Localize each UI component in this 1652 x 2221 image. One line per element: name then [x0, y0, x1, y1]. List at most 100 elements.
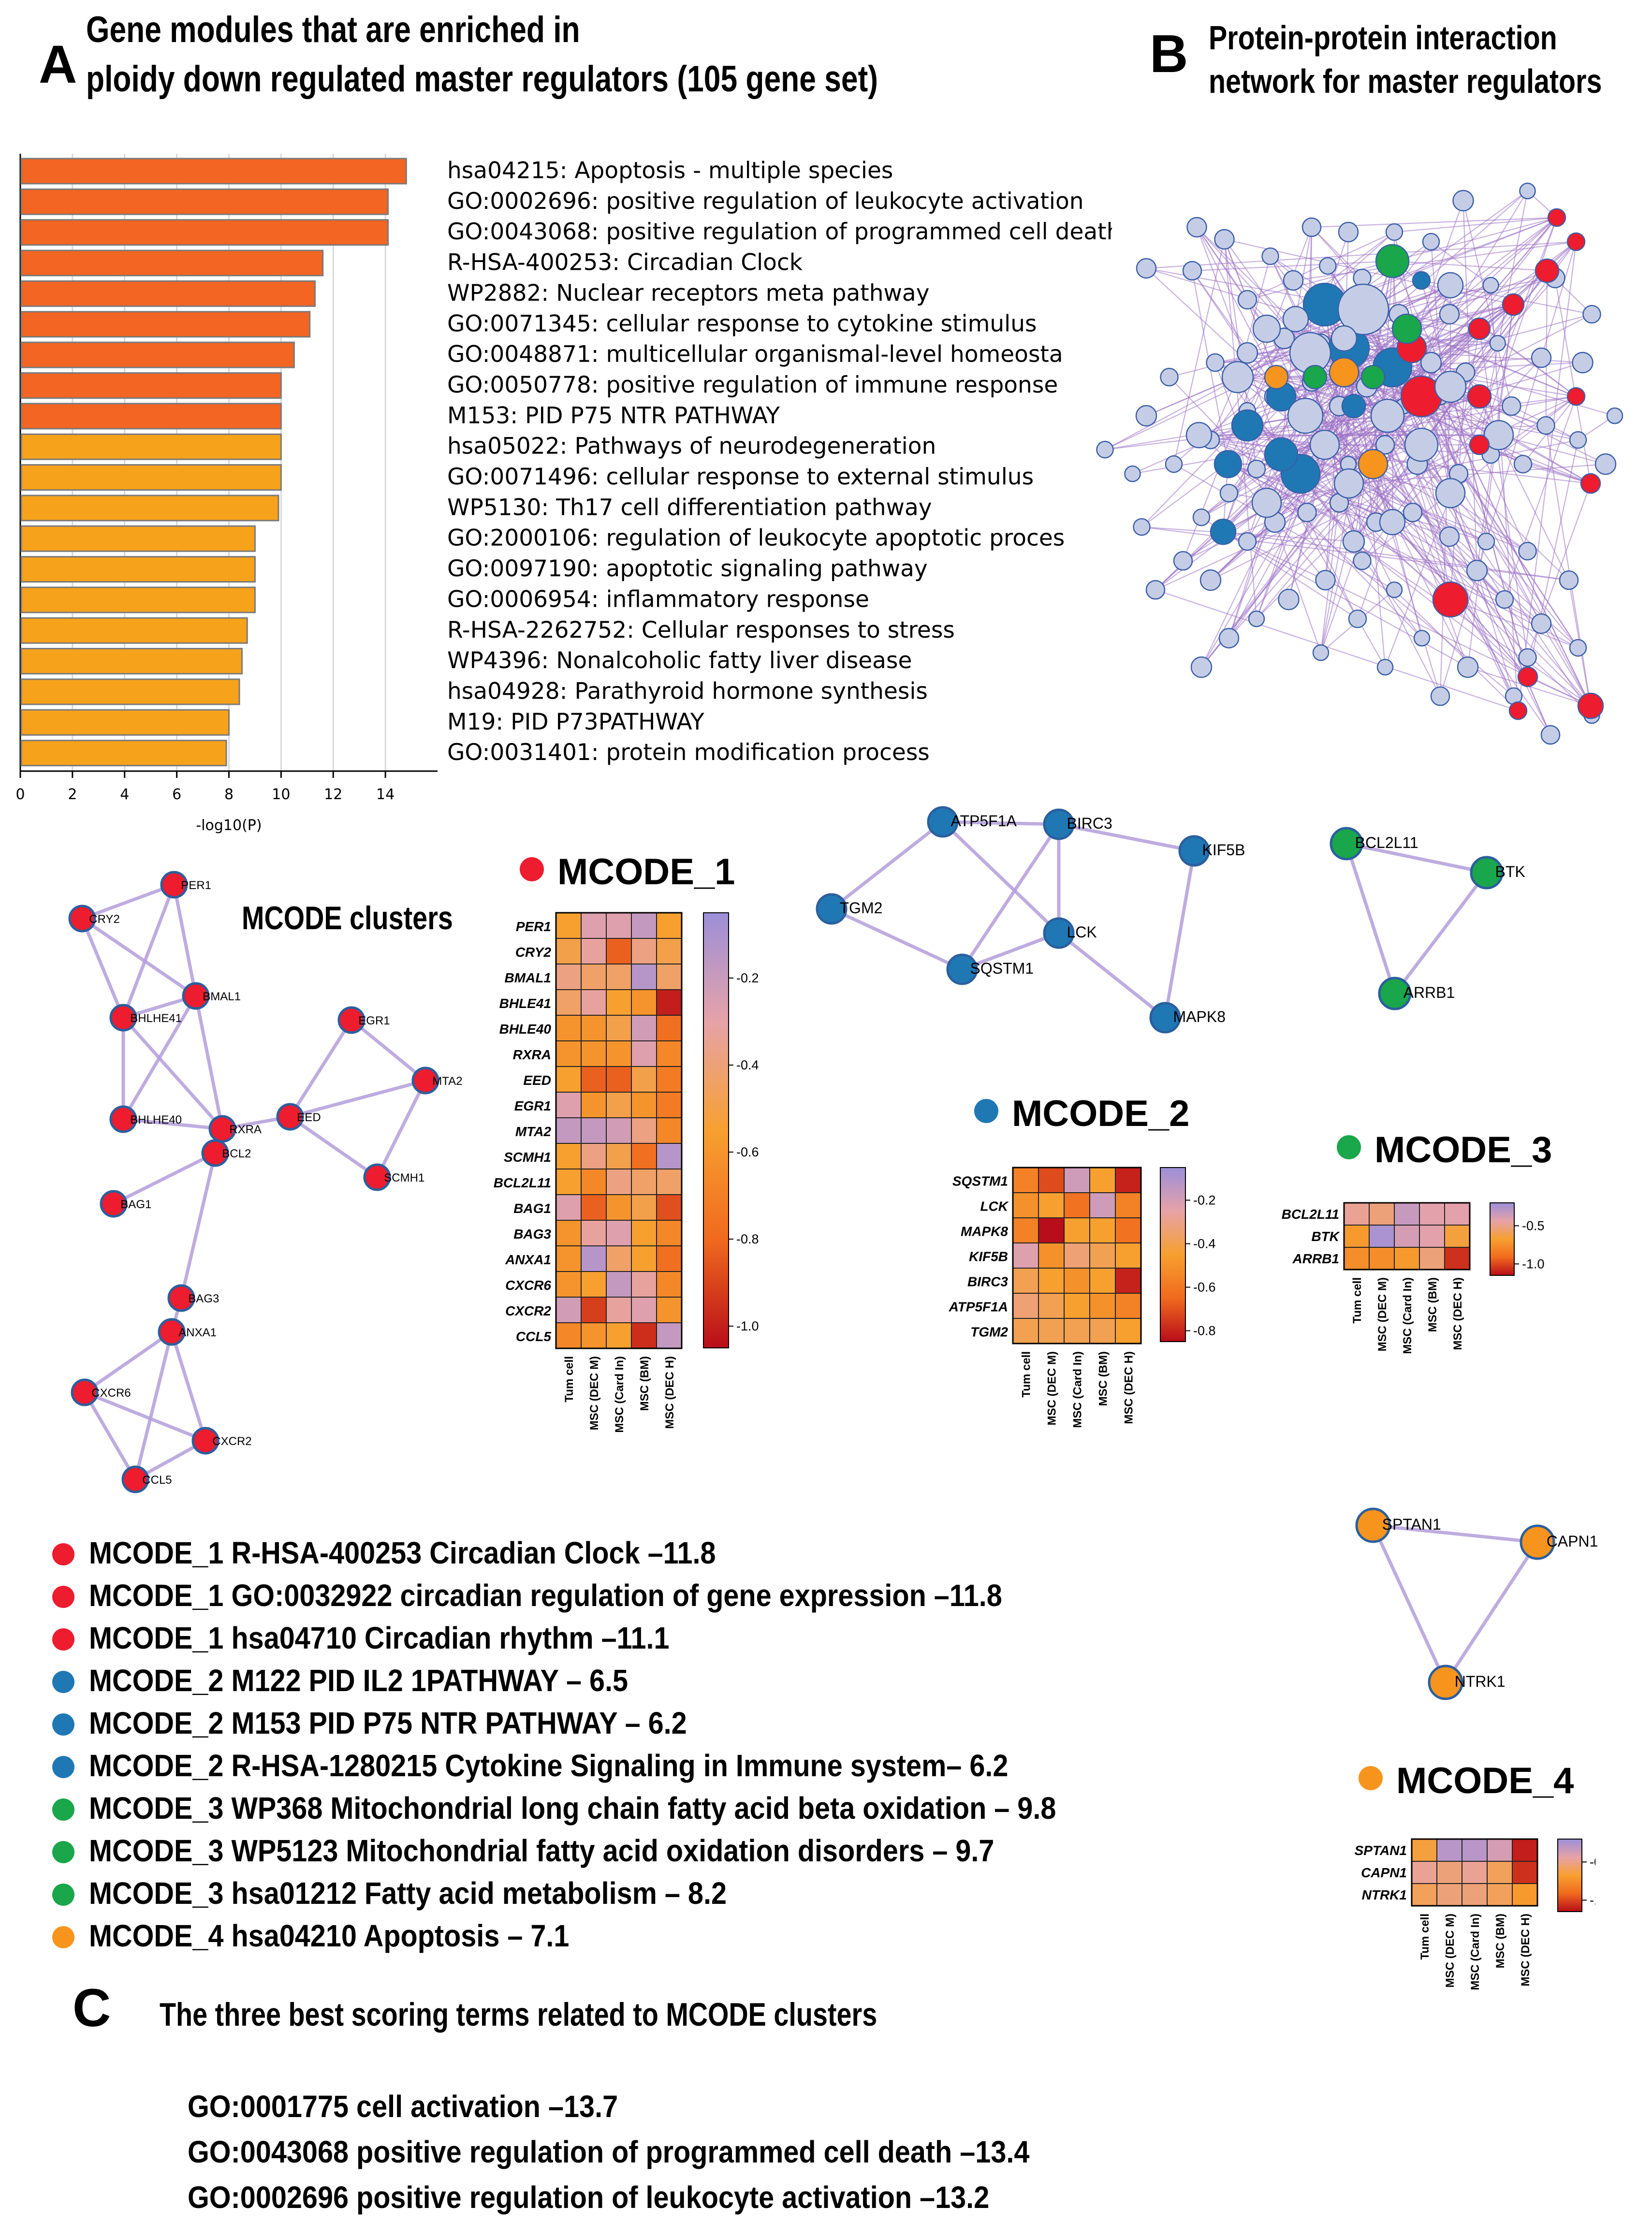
- mcode-term-text: MCODE_1 hsa04710 Circadian rhythm –11.1: [89, 1621, 670, 1655]
- heatmap-row-label: BTK: [1311, 1229, 1340, 1244]
- heatmap-cell: [606, 1271, 632, 1298]
- heatmap-row-label: BAG1: [513, 1201, 551, 1216]
- ppi-node: [1302, 365, 1328, 390]
- network-edges: [1345, 842, 1488, 995]
- network-node: [1428, 1665, 1463, 1700]
- heatmap-cell: [606, 1040, 632, 1067]
- bar-category-label: M153: PID P75 NTR PATHWAY: [447, 402, 780, 429]
- ppi-node: [1413, 629, 1431, 647]
- heatmap-cell: [581, 1220, 607, 1246]
- heatmap-cell: [1487, 1861, 1513, 1884]
- heatmap-cell: [556, 1066, 582, 1093]
- colorbar-tick-label: -0.5: [1590, 1855, 1595, 1869]
- network-edge: [122, 1016, 224, 1130]
- heatmap-cell: [581, 1271, 607, 1298]
- bar-category-label: GO:0071496: cellular response to externa…: [447, 464, 1034, 490]
- ppi-node: [1238, 532, 1257, 551]
- heatmap-cell: [556, 1092, 582, 1118]
- ppi-node: [1513, 454, 1533, 474]
- ppi-edge: [1155, 589, 1519, 712]
- x-tick-label: 2: [68, 786, 77, 803]
- network-node: [201, 1139, 229, 1167]
- heatmap-cell: [556, 964, 582, 990]
- heatmap-cell: [1369, 1202, 1395, 1226]
- network-nodes: BCL2L11 BTK ARRB1: [1330, 827, 1525, 1010]
- ppi-node: [1519, 182, 1536, 200]
- ppi-edge: [1462, 200, 1512, 407]
- heatmap-cell: [1064, 1242, 1090, 1269]
- colorbar-tick-label: -0.4: [1193, 1237, 1216, 1251]
- ppi-node: [1566, 387, 1586, 406]
- heatmap-cell: [606, 1143, 632, 1169]
- ppi-node: [1508, 701, 1528, 720]
- ppi-edge: [1295, 227, 1313, 320]
- network-node-label: EGR1: [358, 1014, 390, 1027]
- bar-category-label: GO:0031401: protein modification process: [447, 739, 930, 766]
- colorbar-tick-label: -0.8: [736, 1232, 759, 1246]
- panel-a-title-line1: Gene modules that are enriched in: [86, 9, 580, 50]
- heatmap-cell: [581, 989, 607, 1016]
- network-edges: [830, 820, 1196, 1019]
- network-edge: [123, 1117, 223, 1131]
- panel-b-title-line1: Protein-protein interaction: [1209, 19, 1557, 57]
- bar: [20, 464, 282, 491]
- colorbar-tick-label: -1.0: [1522, 1257, 1545, 1271]
- ppi-edge: [1554, 278, 1592, 484]
- ppi-node: [1160, 367, 1179, 387]
- heatmap-cell: [1115, 1242, 1141, 1269]
- ppi-node: [1606, 407, 1623, 424]
- x-axis-label: -log10(P): [196, 817, 262, 834]
- network-node: [1149, 1002, 1181, 1034]
- colorbar-tick-label: -0.4: [736, 1058, 759, 1072]
- heatmap-cell: [606, 1169, 632, 1195]
- ppi-node: [1210, 518, 1237, 545]
- network-edge: [1373, 1523, 1538, 1544]
- colorbar-tick-label: -0.6: [736, 1145, 759, 1159]
- network-edge: [121, 884, 176, 1019]
- ppi-node: [1264, 437, 1299, 472]
- heatmap-row-label: BHLE40: [499, 1022, 552, 1037]
- bar: [20, 372, 282, 399]
- heatmap-column-label: MSC (DEC M): [1444, 1914, 1457, 1987]
- ppi-node: [1569, 639, 1587, 657]
- heatmap-cell: [606, 938, 632, 964]
- heatmap-column-label: MSC (BM): [1494, 1914, 1507, 1968]
- network-node: [1378, 977, 1412, 1010]
- mcode4-heatmap-title: MCODE_4: [1359, 1760, 1574, 1802]
- ppi-edge: [1439, 241, 1577, 697]
- colorbar-tick-label: -0.5: [1522, 1218, 1545, 1233]
- mcode2-network: ATP5F1A BIRC3 KIF5B TGM2 SQSTM1 LCK MAPK8: [816, 806, 1245, 1034]
- network-node-label: ARRB1: [1403, 984, 1455, 1001]
- heatmap-column-label: MSC (Card In): [613, 1356, 626, 1433]
- heatmap-cell: [631, 1117, 657, 1144]
- ppi-edge: [1173, 239, 1225, 465]
- ppi-node: [1315, 570, 1336, 591]
- ppi-node: [1467, 384, 1492, 409]
- heatmap-cell: [1394, 1247, 1420, 1270]
- heatmap-cell: [1089, 1217, 1116, 1243]
- network-node-label: PER1: [181, 879, 211, 892]
- colorbar: [1557, 1839, 1582, 1912]
- heatmap-cell: [606, 912, 632, 939]
- best-term-3: GO:0002696 positive regulation of leukoc…: [188, 2180, 990, 2215]
- heatmap-cell: [1115, 1192, 1141, 1218]
- ppi-node: [1236, 342, 1258, 364]
- ppi-node: [1133, 518, 1151, 536]
- mcode3-network: BCL2L11 BTK ARRB1: [1330, 827, 1525, 1010]
- heatmap-cell: [1419, 1247, 1445, 1270]
- mcode3-heatmap-title: MCODE_3: [1337, 1129, 1552, 1171]
- ppi-node: [1457, 656, 1479, 678]
- ppi-node: [1477, 532, 1495, 551]
- ppi-node: [1518, 648, 1537, 667]
- network-node: [946, 953, 978, 985]
- network-edge: [81, 883, 175, 921]
- cluster-dot: [52, 1926, 74, 1948]
- heatmap-cell: [1487, 1883, 1513, 1906]
- ppi-node: [1309, 429, 1340, 460]
- network-node-label: CXCR2: [212, 1435, 251, 1448]
- ppi-node: [1218, 628, 1240, 649]
- bar: [20, 740, 227, 767]
- heatmap-cell: [581, 1169, 607, 1195]
- heatmap-cell: [581, 1015, 607, 1041]
- heatmap-cell: [631, 938, 657, 964]
